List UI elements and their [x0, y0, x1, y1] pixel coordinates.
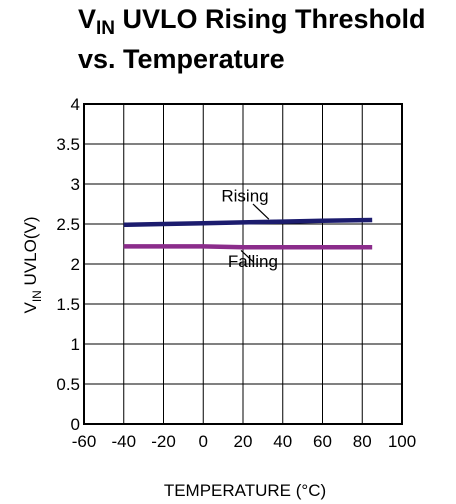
x-tick-label: 20	[234, 432, 253, 451]
x-tick-label: 80	[353, 432, 372, 451]
title-line-2: vs. Temperature	[78, 44, 285, 74]
y-axis-label: VIN UVLO(V)	[21, 216, 44, 313]
y-tick-label: 4	[71, 95, 80, 114]
chart-title: VIN UVLO Rising Threshold vs. Temperatur…	[78, 4, 426, 75]
x-tick-label: 60	[313, 432, 332, 451]
series-line-rising	[123, 217, 373, 228]
x-tick-label: -60	[72, 432, 97, 451]
x-tick-label: 0	[199, 432, 208, 451]
y-tick-label: 3	[71, 175, 80, 194]
x-tick-label: 40	[273, 432, 292, 451]
series-label-falling: Falling	[228, 252, 278, 271]
y-tick-label: 3.5	[56, 135, 80, 154]
y-tick-label: 1	[71, 335, 80, 354]
leader-line-falling	[240, 249, 254, 263]
x-tick-label: 100	[388, 432, 416, 451]
title-line-1: VIN UVLO Rising Threshold	[78, 4, 426, 39]
x-tick-label: -20	[151, 432, 176, 451]
series-line-falling	[123, 244, 373, 250]
y-tick-label: 1.5	[56, 295, 80, 314]
y-tick-label: 2	[71, 255, 80, 274]
x-tick-label: -40	[111, 432, 136, 451]
series-label-rising: Rising	[221, 187, 268, 206]
tick-labels: -60 -40 -20 0 20 40 60 80 100 0 0.5 1 1.5 2 2.5 3 3.5 4	[56, 95, 416, 451]
leader-line-rising	[252, 203, 270, 220]
y-tick-label: 0.5	[56, 375, 80, 394]
x-axis-label: TEMPERATURE (°C)	[164, 481, 326, 500]
y-tick-label: 2.5	[56, 215, 80, 234]
y-tick-label: 0	[71, 415, 80, 434]
series-group: Rising Falling	[123, 187, 373, 271]
